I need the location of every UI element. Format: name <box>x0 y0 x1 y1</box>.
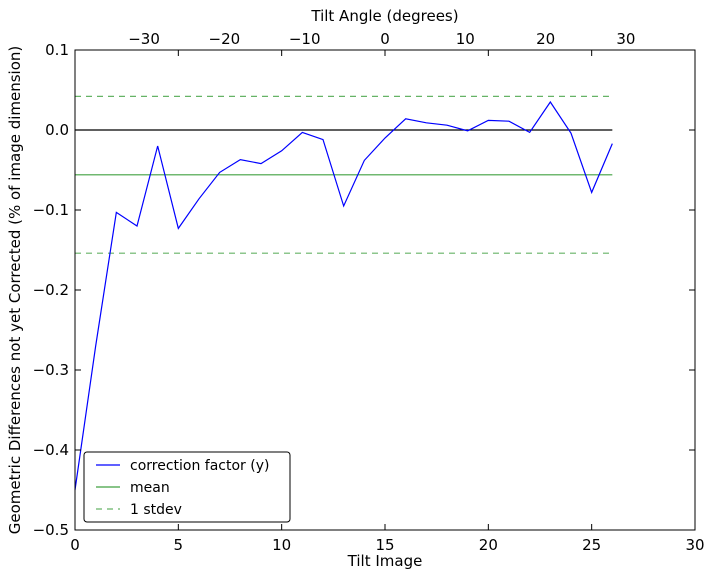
x-tick-label: 0 <box>70 536 80 554</box>
legend: correction factor (y) mean 1 stdev <box>83 451 291 523</box>
y-tick-label: −0.3 <box>33 361 69 379</box>
y-tick-label: −0.1 <box>33 201 69 219</box>
top-x-tick-label: 20 <box>536 30 555 48</box>
top-x-tick-label: 0 <box>380 30 390 48</box>
top-x-tick-label: 30 <box>616 30 635 48</box>
y-tick-label: −0.2 <box>33 281 69 299</box>
y-axis-title: Geometric Differences not yet Corrected … <box>6 46 24 535</box>
top-x-axis-title: Tilt Angle (degrees) <box>310 7 458 25</box>
legend-label: correction factor (y) <box>130 458 269 474</box>
top-x-tick-label: −20 <box>209 30 241 48</box>
x-axis-title: Tilt Image <box>347 552 423 570</box>
ticks-layer: 0 5 10 15 20 25 30 0.1 0.0 −0.1 −0.2 −0.3 −0.4 −0.5 −3… <box>33 30 705 554</box>
x-tick-label: 30 <box>685 536 704 554</box>
y-tick-label: −0.5 <box>33 521 69 539</box>
top-x-tick-label: −30 <box>128 30 160 48</box>
x-tick-label: 20 <box>479 536 498 554</box>
legend-label: 1 stdev <box>130 502 182 518</box>
series-line-0 <box>74 100 613 491</box>
x-tick-label: 25 <box>582 536 601 554</box>
y-tick-label: 0.1 <box>45 41 69 59</box>
y-tick-label: −0.4 <box>33 441 69 459</box>
plot-layer <box>74 95 613 491</box>
legend-box <box>83 451 291 523</box>
legend-label: mean <box>130 480 170 496</box>
x-tick-label: 10 <box>272 536 291 554</box>
top-x-tick-label: −10 <box>289 30 321 48</box>
x-tick-label: 15 <box>375 536 394 554</box>
x-tick-label: 5 <box>174 536 184 554</box>
top-x-tick-label: 10 <box>456 30 475 48</box>
y-tick-label: 0.0 <box>45 121 69 139</box>
